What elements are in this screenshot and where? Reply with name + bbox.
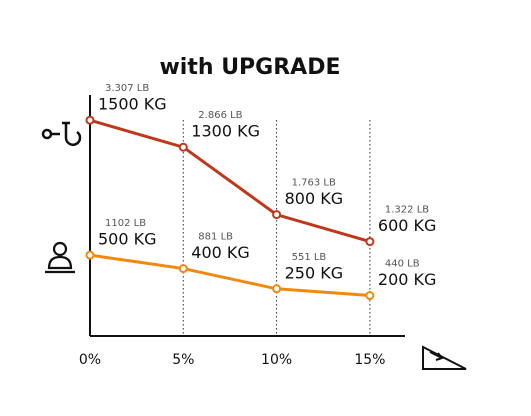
series-line	[89, 118, 371, 244]
lb-label: 440 LB	[385, 259, 420, 270]
point	[365, 237, 375, 247]
hook-icon	[41, 121, 82, 146]
x-tick-label: 0%	[79, 352, 101, 368]
value-label: 500 KG	[98, 230, 157, 249]
point	[178, 264, 188, 274]
lb-label: 551 LB	[292, 252, 327, 263]
point	[178, 142, 188, 152]
series-line	[89, 253, 371, 298]
value-label: 200 KG	[378, 270, 437, 289]
value-label: 250 KG	[285, 263, 344, 282]
lb-label: 2.866 LB	[198, 110, 242, 121]
value-label: 1500 KG	[98, 95, 167, 114]
chart-title: with UPGRADE	[159, 55, 340, 80]
point	[85, 115, 95, 125]
x-tick-label: 5%	[172, 352, 194, 368]
x-tick-label: 15%	[354, 352, 385, 368]
person-icon	[45, 241, 75, 274]
lb-label: 1.322 LB	[385, 205, 429, 216]
point	[365, 291, 375, 301]
point	[85, 250, 95, 260]
lb-label: 1.763 LB	[292, 178, 336, 189]
lb-label: 881 LB	[198, 232, 233, 243]
value-label: 600 KG	[378, 216, 437, 235]
value-label: 1300 KG	[191, 122, 260, 141]
lb-label: 3.307 LB	[105, 83, 149, 94]
lb-label: 1102 LB	[105, 218, 146, 229]
point	[272, 210, 282, 220]
x-tick-label: 10%	[261, 352, 292, 368]
value-label: 400 KG	[191, 243, 250, 262]
point	[272, 284, 282, 294]
value-label: 800 KG	[285, 189, 344, 208]
grade-icon	[422, 345, 467, 370]
